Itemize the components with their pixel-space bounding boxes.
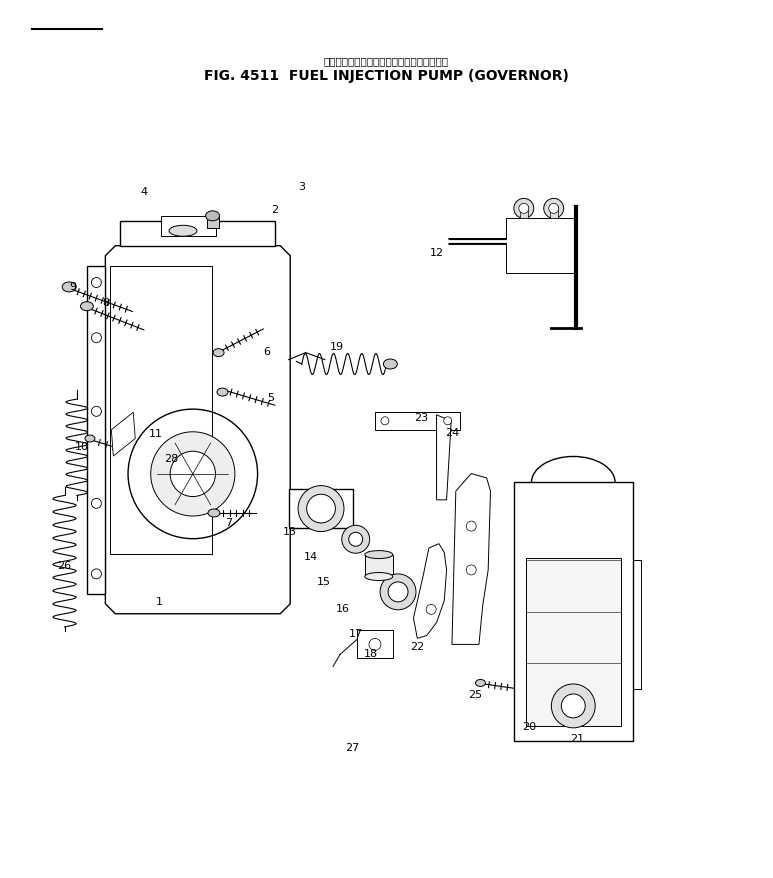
Circle shape: [561, 694, 585, 718]
Text: 20: 20: [522, 721, 536, 731]
Circle shape: [444, 417, 451, 425]
Text: 24: 24: [444, 428, 459, 438]
Text: 22: 22: [410, 642, 424, 651]
Text: 21: 21: [570, 733, 584, 744]
Text: 7: 7: [225, 517, 232, 527]
Text: 19: 19: [329, 342, 343, 352]
Ellipse shape: [62, 283, 77, 292]
Text: 25: 25: [468, 689, 482, 700]
Ellipse shape: [217, 389, 228, 397]
Circle shape: [514, 199, 534, 220]
Circle shape: [549, 204, 559, 214]
Circle shape: [466, 522, 476, 531]
Bar: [519, 207, 528, 220]
Circle shape: [91, 499, 101, 508]
Bar: [375, 413, 460, 430]
Ellipse shape: [80, 302, 94, 312]
Bar: [111, 266, 212, 554]
Text: 9: 9: [70, 282, 77, 291]
Polygon shape: [105, 247, 290, 614]
Bar: [526, 558, 621, 726]
Text: 26: 26: [57, 560, 72, 570]
Text: 23: 23: [414, 412, 428, 422]
Text: 10: 10: [75, 441, 89, 451]
Bar: [365, 555, 393, 577]
Ellipse shape: [365, 551, 393, 559]
Bar: [513, 483, 633, 741]
Polygon shape: [452, 474, 491, 644]
Circle shape: [342, 526, 369, 554]
Bar: [87, 266, 105, 594]
Ellipse shape: [213, 349, 224, 357]
Text: 13: 13: [282, 526, 297, 536]
Ellipse shape: [206, 212, 220, 221]
Circle shape: [543, 199, 564, 220]
Polygon shape: [289, 490, 353, 529]
Text: フェルインジェクションポンプ　ガ　バ　ナ: フェルインジェクションポンプ ガ バ ナ: [324, 56, 449, 66]
Circle shape: [466, 565, 476, 575]
Polygon shape: [437, 415, 451, 500]
Circle shape: [380, 574, 416, 610]
Text: 27: 27: [345, 742, 359, 752]
Text: 2: 2: [271, 205, 278, 215]
Circle shape: [349, 533, 363, 547]
Circle shape: [91, 569, 101, 579]
Bar: [121, 221, 275, 247]
Ellipse shape: [85, 435, 95, 443]
Ellipse shape: [365, 572, 393, 581]
Text: 17: 17: [349, 629, 363, 638]
Bar: [550, 207, 557, 220]
Ellipse shape: [208, 509, 220, 517]
Circle shape: [170, 451, 216, 497]
Circle shape: [426, 605, 436, 615]
Polygon shape: [414, 544, 447, 638]
Circle shape: [91, 407, 101, 417]
Circle shape: [91, 334, 101, 343]
Text: 5: 5: [267, 392, 274, 403]
Circle shape: [369, 638, 381, 651]
Circle shape: [298, 486, 344, 532]
Circle shape: [307, 494, 335, 523]
Bar: [206, 217, 219, 228]
Text: 6: 6: [264, 347, 271, 356]
Text: 28: 28: [164, 453, 178, 464]
Bar: [357, 630, 393, 658]
Text: 18: 18: [364, 649, 378, 658]
Text: 15: 15: [316, 577, 330, 587]
Text: 16: 16: [335, 603, 349, 613]
Text: 4: 4: [141, 187, 148, 198]
Text: FIG. 4511  FUEL INJECTION PUMP (GOVERNOR): FIG. 4511 FUEL INJECTION PUMP (GOVERNOR): [204, 68, 569, 83]
Polygon shape: [111, 413, 135, 457]
Text: 11: 11: [148, 428, 162, 439]
Circle shape: [91, 278, 101, 288]
Bar: [161, 217, 216, 236]
Circle shape: [381, 417, 389, 425]
Circle shape: [128, 410, 257, 539]
Circle shape: [151, 432, 235, 516]
Circle shape: [551, 684, 595, 728]
Bar: [506, 220, 576, 274]
Circle shape: [519, 204, 529, 214]
Text: 8: 8: [102, 298, 109, 307]
Ellipse shape: [169, 226, 197, 237]
Text: 1: 1: [156, 596, 163, 606]
Text: 12: 12: [430, 248, 444, 257]
Circle shape: [388, 582, 408, 602]
Ellipse shape: [475, 680, 485, 687]
Ellipse shape: [383, 360, 397, 370]
Text: 14: 14: [304, 551, 318, 561]
Text: 3: 3: [298, 182, 305, 192]
